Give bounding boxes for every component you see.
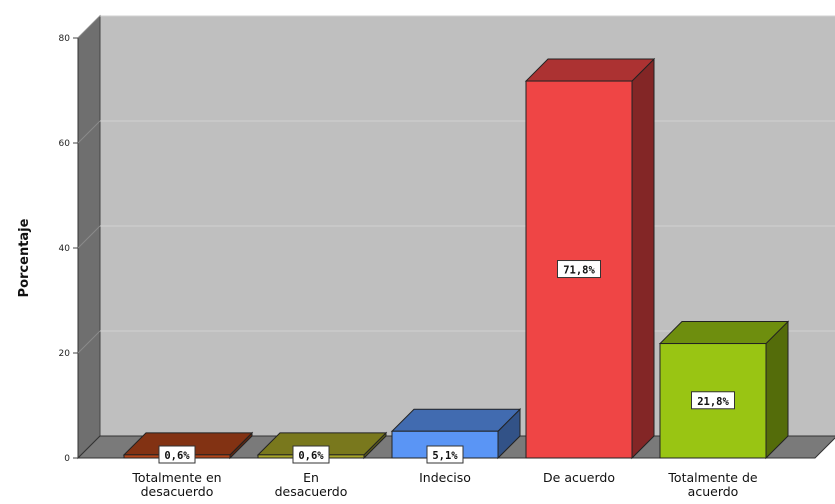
data-label-box (557, 260, 601, 279)
data-label-box (292, 445, 330, 464)
bar-top (524, 58, 656, 82)
bar: 5,1% (390, 408, 522, 464)
data-label: 0,6% (164, 450, 190, 462)
data-label: 5,1% (432, 450, 458, 462)
wall-gridline (77, 15, 101, 39)
wall-gridline (77, 330, 101, 354)
y-axis-ticks: 0 20 40 60 80 (59, 34, 78, 464)
x-tick-label: De acuerdo (543, 470, 615, 485)
data-label-box (426, 445, 464, 464)
y-tick-label: 60 (59, 139, 71, 149)
chart-bars: 0,6% 0,6% 5,1% 71,8% 21,8% (122, 57, 790, 464)
data-label-box (691, 391, 735, 410)
x-tick-label: En desacuerdo (275, 470, 348, 499)
x-axis-categories: Totalmente en desacuerdo En desacuerdo Indec… (131, 470, 757, 499)
data-label: 71,8% (563, 265, 595, 277)
y-tick-label: 20 (59, 349, 71, 359)
bar-top (390, 408, 522, 432)
data-label: 21,8% (697, 396, 729, 408)
bar-top (658, 321, 790, 345)
y-tick-label: 0 (64, 454, 70, 464)
y-tick-label: 80 (59, 34, 71, 44)
bar: 71,8% (524, 57, 656, 460)
data-label: 0,6% (298, 450, 324, 462)
x-tick-label: Totalmente en desacuerdo (131, 470, 221, 499)
bar: 0,6% (122, 431, 254, 464)
wall-gridline (77, 225, 101, 249)
y-axis-label: Porcentaje (17, 218, 32, 297)
x-tick-label: Indeciso (419, 470, 471, 485)
bar-side (765, 320, 789, 460)
wall-gridline (77, 120, 101, 144)
data-label-box (158, 445, 196, 464)
bar: 0,6% (256, 431, 388, 464)
y-tick-label: 40 (59, 244, 71, 254)
x-tick-label: Totalmente de acuerdo (667, 470, 757, 499)
bar: 21,8% (658, 320, 790, 460)
bar-side (631, 57, 655, 460)
